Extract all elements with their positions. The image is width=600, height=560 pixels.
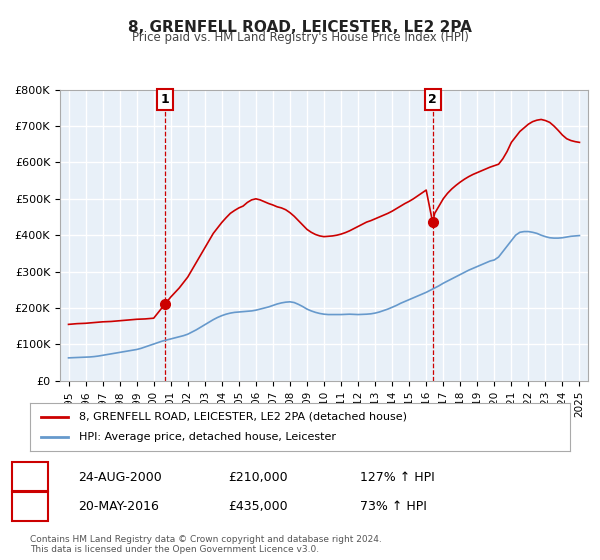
Text: 2: 2 bbox=[26, 500, 34, 514]
Text: £435,000: £435,000 bbox=[228, 500, 287, 514]
Text: 1: 1 bbox=[160, 93, 169, 106]
Text: HPI: Average price, detached house, Leicester: HPI: Average price, detached house, Leic… bbox=[79, 432, 335, 442]
Text: 8, GRENFELL ROAD, LEICESTER, LE2 2PA: 8, GRENFELL ROAD, LEICESTER, LE2 2PA bbox=[128, 20, 472, 35]
Text: 73% ↑ HPI: 73% ↑ HPI bbox=[360, 500, 427, 514]
Text: 127% ↑ HPI: 127% ↑ HPI bbox=[360, 470, 435, 484]
Text: 8, GRENFELL ROAD, LEICESTER, LE2 2PA (detached house): 8, GRENFELL ROAD, LEICESTER, LE2 2PA (de… bbox=[79, 412, 407, 422]
Text: £210,000: £210,000 bbox=[228, 470, 287, 484]
Text: 20-MAY-2016: 20-MAY-2016 bbox=[78, 500, 159, 514]
Text: Price paid vs. HM Land Registry's House Price Index (HPI): Price paid vs. HM Land Registry's House … bbox=[131, 31, 469, 44]
Text: 24-AUG-2000: 24-AUG-2000 bbox=[78, 470, 162, 484]
Text: Contains HM Land Registry data © Crown copyright and database right 2024.
This d: Contains HM Land Registry data © Crown c… bbox=[30, 535, 382, 554]
Text: 2: 2 bbox=[428, 93, 437, 106]
Text: 1: 1 bbox=[26, 470, 34, 484]
